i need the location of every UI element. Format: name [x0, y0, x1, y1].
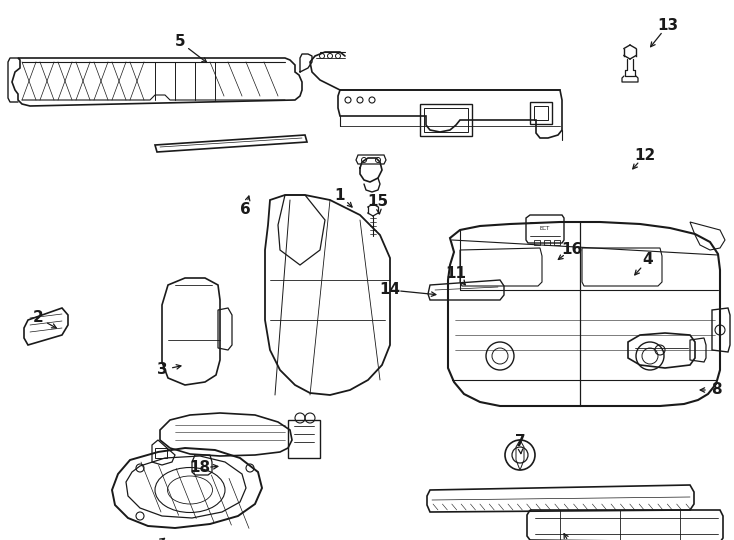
- Text: 15: 15: [368, 194, 388, 210]
- Text: 3: 3: [156, 362, 167, 377]
- Text: 6: 6: [239, 202, 250, 218]
- Bar: [288, 420, 320, 458]
- Text: 16: 16: [562, 241, 583, 256]
- Text: 5: 5: [175, 35, 185, 50]
- Text: 18: 18: [189, 461, 211, 476]
- Text: 12: 12: [634, 147, 655, 163]
- Text: 2: 2: [32, 310, 43, 326]
- Text: 14: 14: [379, 282, 401, 298]
- Text: 1: 1: [335, 187, 345, 202]
- Text: ECT: ECT: [539, 226, 550, 232]
- Bar: [155, 448, 167, 458]
- Text: 11: 11: [446, 267, 467, 281]
- Bar: [534, 240, 540, 245]
- Text: 8: 8: [711, 382, 722, 397]
- Text: 13: 13: [658, 17, 678, 32]
- Bar: [420, 104, 472, 136]
- Bar: [530, 102, 552, 124]
- Bar: [554, 240, 560, 245]
- Bar: [534, 106, 548, 120]
- Bar: [544, 240, 550, 245]
- Text: 7: 7: [515, 435, 526, 449]
- Text: 4: 4: [643, 253, 653, 267]
- Bar: [424, 108, 468, 132]
